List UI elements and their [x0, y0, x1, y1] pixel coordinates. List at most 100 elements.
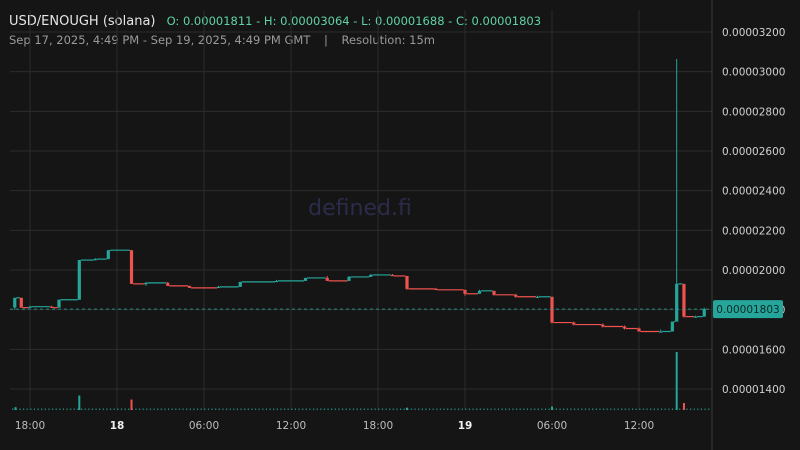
volume-bar — [519, 408, 521, 410]
volume-bar — [233, 408, 235, 410]
y-tick-label: 0.00003200 — [722, 27, 785, 39]
volume-bar — [602, 408, 605, 410]
candle-body — [216, 286, 221, 289]
candle-body — [514, 294, 518, 297]
volume-bars — [12, 352, 710, 410]
volume-bar — [196, 408, 199, 410]
candle-body — [601, 324, 605, 327]
volume-bar — [515, 408, 518, 410]
y-tick-label: 0.00002800 — [722, 106, 785, 118]
volume-bar — [84, 408, 86, 410]
volume-bar — [99, 408, 101, 410]
volume-bar — [450, 408, 452, 410]
volume-bar — [447, 408, 449, 410]
volume-bar — [251, 408, 253, 410]
candle-body — [702, 309, 706, 317]
candle-body — [19, 297, 23, 308]
volume-bar — [486, 408, 489, 410]
candle-body — [77, 260, 81, 300]
volume-bar — [425, 408, 427, 410]
volume-bar — [41, 408, 43, 410]
grid — [10, 10, 712, 410]
candle-body — [166, 282, 170, 286]
y-tick-label: 0.00002200 — [722, 225, 785, 237]
volume-bar — [479, 408, 481, 410]
volume-bar — [149, 408, 152, 410]
watermark: defined.fi — [308, 196, 412, 221]
candle-body — [492, 290, 496, 295]
y-tick-label: 0.00003000 — [722, 67, 785, 79]
volume-bar — [374, 408, 376, 410]
volume-bar — [436, 408, 438, 410]
volume-bar — [171, 408, 173, 410]
volume-bar — [512, 408, 514, 410]
volume-bar — [218, 408, 220, 410]
volume-bar — [78, 395, 81, 410]
volume-bar — [323, 408, 326, 410]
volume-bar — [51, 408, 54, 410]
volume-bar — [584, 408, 587, 410]
volume-bar — [59, 408, 61, 410]
volume-bar — [454, 408, 456, 410]
volume-bar — [22, 408, 25, 410]
volume-bar — [573, 408, 576, 410]
volume-bar — [606, 408, 608, 410]
volume-bar — [236, 408, 239, 410]
candle-body — [57, 299, 61, 308]
volume-bar — [338, 408, 340, 410]
volume-bar — [229, 408, 231, 410]
volume-bar — [287, 408, 289, 410]
volume-bar — [273, 408, 275, 410]
volume-bar — [142, 408, 144, 410]
volume-bar — [472, 408, 474, 410]
volume-bar — [55, 408, 57, 410]
volume-bar — [501, 408, 503, 410]
volume-bar — [389, 408, 391, 410]
volume-bar — [664, 408, 666, 410]
volume-bar — [146, 408, 148, 410]
volume-bar — [566, 408, 568, 410]
volume-bar — [551, 406, 553, 410]
volume-bar — [679, 408, 681, 410]
volume-bar — [302, 408, 304, 410]
volume-bar — [555, 408, 558, 410]
volume-bar — [128, 408, 130, 410]
candle-body — [637, 328, 641, 332]
volume-bar — [414, 408, 416, 410]
volume-bar — [686, 408, 688, 410]
volume-bar — [211, 408, 213, 410]
candle-body — [675, 283, 679, 322]
volume-bar — [360, 408, 362, 410]
volume-bar — [291, 408, 293, 410]
volume-bar — [33, 408, 36, 410]
x-tick-label: 12:00 — [276, 420, 306, 432]
separator: | — [324, 33, 328, 47]
volume-bar — [91, 408, 94, 410]
candle-body — [550, 296, 554, 323]
volume-bar — [88, 408, 90, 410]
volume-bar — [428, 408, 431, 410]
volume-bar — [581, 408, 583, 410]
axes: 0.000014000.000016000.000018000.00002000… — [10, 0, 785, 450]
last-price-label: 0.00001803 — [716, 304, 779, 316]
volume-bar — [396, 408, 398, 410]
candle-body — [347, 276, 351, 281]
volume-bar — [193, 408, 195, 410]
volume-bar — [244, 408, 246, 410]
volume-bar — [650, 408, 652, 410]
volume-bar — [660, 408, 663, 410]
volume-bar — [225, 408, 228, 410]
volume-bar — [367, 408, 369, 410]
volume-bar — [490, 408, 492, 410]
volume-bar — [465, 408, 467, 410]
volume-bar — [305, 408, 307, 410]
volume-bar — [70, 408, 72, 410]
volume-bar — [102, 408, 104, 410]
volume-bar — [457, 408, 460, 410]
candle-body — [106, 250, 110, 260]
volume-bar — [77, 408, 79, 410]
y-tick-label: 0.00002400 — [722, 186, 785, 198]
volume-bar — [399, 408, 402, 410]
volume-bar — [570, 408, 572, 410]
